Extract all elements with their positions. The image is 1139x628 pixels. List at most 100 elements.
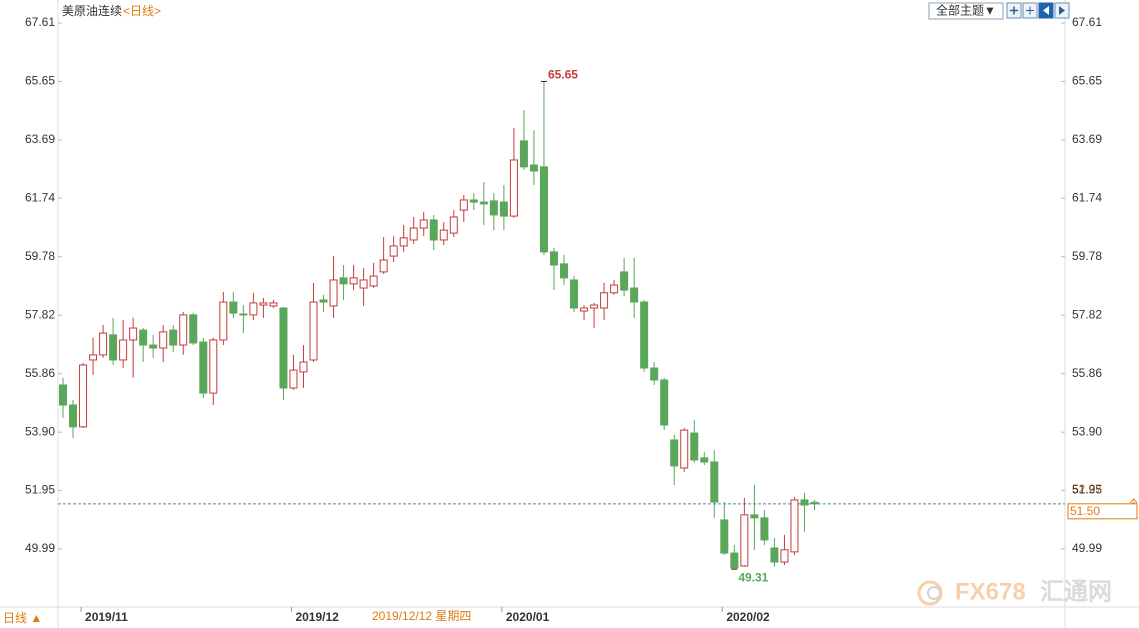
candle-body <box>149 344 158 349</box>
candle-body <box>620 271 629 291</box>
candle-body <box>319 299 328 303</box>
y2-tick-label: 63.69 <box>1072 132 1102 146</box>
candle-body <box>730 552 739 569</box>
theme-button[interactable] <box>928 2 1004 20</box>
y2-tick-label: 55.86 <box>1072 366 1102 380</box>
y-tick-label: 49.99 <box>25 541 55 555</box>
watermark-text: FX678 <box>955 578 1026 605</box>
candle-body <box>600 292 609 309</box>
candle-body <box>640 301 649 369</box>
candle-body <box>249 302 258 316</box>
candle-body <box>529 164 538 172</box>
candle-body <box>339 277 348 285</box>
candle-body <box>499 201 508 217</box>
candle-body <box>680 429 689 469</box>
chart-title: 美原油连续 <box>62 3 122 18</box>
bottom-period[interactable]: 日线 ▲ <box>3 611 42 625</box>
candle-body <box>720 519 729 554</box>
watermark-logo-inner <box>927 586 941 600</box>
candle-body <box>650 367 659 381</box>
candle-body <box>690 432 699 461</box>
candle-body <box>79 364 88 428</box>
candle-body <box>770 547 779 563</box>
candle-body <box>109 334 118 361</box>
candle-body <box>570 279 579 309</box>
y-tick-label: 55.86 <box>25 366 55 380</box>
y2-tick-label: 61.74 <box>1072 190 1102 204</box>
candle-body <box>139 329 148 346</box>
candle-body <box>119 339 128 361</box>
candle-body <box>179 314 188 346</box>
y-tick-label: 61.74 <box>25 190 55 204</box>
candle-body <box>269 302 278 307</box>
candle-body <box>279 307 288 389</box>
last-price-box <box>1067 503 1138 520</box>
y2-tick-label: 65.65 <box>1072 74 1102 88</box>
candle-body <box>630 287 639 303</box>
candle-body <box>539 166 548 253</box>
candle-body <box>419 219 428 229</box>
forward-glyph <box>1059 6 1065 15</box>
candle-body <box>89 354 98 361</box>
candle-body <box>660 379 669 426</box>
y-tick-label: 57.82 <box>25 307 55 321</box>
candle-body <box>349 277 358 285</box>
candle-body <box>99 332 108 356</box>
candle-body <box>389 245 398 257</box>
y2-tick-label: 67.61 <box>1072 15 1102 29</box>
period-label[interactable]: <日线> <box>123 4 161 18</box>
y-tick-label: 53.90 <box>25 424 55 438</box>
last-price-label: 51.50 <box>1070 504 1100 518</box>
x-tick-label: 2019/12 <box>295 610 339 624</box>
candle-body <box>239 313 248 316</box>
candle-body <box>199 341 208 394</box>
back-glyph <box>1043 6 1049 15</box>
y2-tick-label: 49.99 <box>1072 541 1102 555</box>
y-tick-label: 67.61 <box>25 15 55 29</box>
candle-body <box>439 229 448 241</box>
candle-body <box>479 201 488 205</box>
low-annotation: 49.31 <box>738 570 768 584</box>
candle-body <box>379 259 388 273</box>
crosshair-date: 2019/12/12 星期四 <box>372 609 471 623</box>
candle-body <box>469 199 478 203</box>
candle-body <box>129 327 138 341</box>
candle-body <box>580 307 589 312</box>
candle-body <box>459 199 468 211</box>
candle-body <box>409 227 418 241</box>
watermark-logo <box>917 580 943 606</box>
candle-body <box>329 279 338 307</box>
candle-body <box>610 284 619 294</box>
watermark: FX678 汇通网 <box>917 578 1112 606</box>
candle-body <box>259 302 268 306</box>
candle-body <box>790 499 799 553</box>
candle-body <box>229 301 238 314</box>
candle-body <box>369 275 378 287</box>
candle-body <box>359 279 368 289</box>
candle-body <box>449 216 458 234</box>
candle-body <box>740 514 749 567</box>
candle-body <box>760 517 769 541</box>
y-tick-label: 63.69 <box>25 132 55 146</box>
candle-body <box>780 549 789 563</box>
candle-body <box>189 314 198 344</box>
y-tick-label: 51.95 <box>25 483 55 497</box>
candle-body <box>810 501 819 505</box>
x-tick-label: 2020/02 <box>726 610 770 624</box>
theme-button-label[interactable]: 全部主题▼ <box>936 3 996 18</box>
candle-body <box>219 301 228 341</box>
candle-body <box>169 329 178 346</box>
indicator-label: 52.27 <box>1072 482 1102 496</box>
y2-tick-label: 57.82 <box>1072 307 1102 321</box>
candle-body <box>700 457 709 463</box>
y-tick-label: 59.78 <box>25 249 55 263</box>
x-tick-label: 2019/11 <box>85 610 128 624</box>
candle-body <box>299 361 308 373</box>
candle-body <box>309 301 318 361</box>
candle-body <box>519 140 528 168</box>
candle-body <box>710 461 719 503</box>
candle-body <box>549 251 558 266</box>
watermark-text: 汇通网 <box>1040 578 1112 605</box>
